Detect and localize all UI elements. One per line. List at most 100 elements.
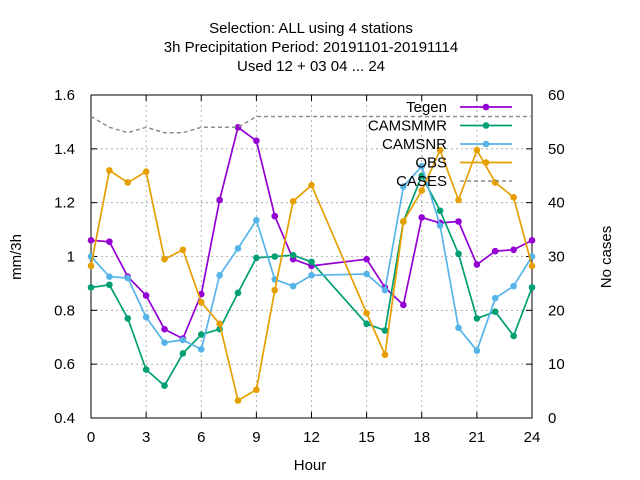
- data-point-camsnr: [436, 222, 444, 229]
- data-point-camsnr: [142, 313, 150, 321]
- series-line-cases: [90, 115, 532, 134]
- x-tick-label: 15: [358, 429, 375, 446]
- data-point-camsnr: [106, 273, 113, 280]
- data-point-obs: [161, 255, 168, 263]
- data-point-camsmmr: [455, 250, 462, 258]
- data-point-obs: [381, 351, 389, 359]
- data-point-tegen: [216, 196, 223, 204]
- data-point-tegen: [161, 325, 168, 333]
- y2-tick-label: 30: [548, 249, 565, 266]
- data-point-camsmmr: [234, 289, 242, 297]
- data-point-tegen: [253, 137, 260, 145]
- y2-tick-labels: 0 10 20 30 40 50 60: [548, 87, 565, 427]
- data-point-camsnr: [124, 274, 132, 282]
- data-point-obs: [197, 298, 205, 306]
- series-cases: [90, 115, 532, 134]
- data-point-obs: [106, 167, 113, 174]
- data-point-camsnr: [418, 163, 426, 170]
- data-point-camsmmr: [436, 207, 444, 215]
- legend: Tegen CAMSMMR CAMSNR OBS CASES: [368, 99, 512, 190]
- legend-label-camsmmr: CAMSMMR: [368, 118, 447, 135]
- data-point-camsmmr: [253, 254, 260, 262]
- series-line-camsnr: [90, 165, 533, 352]
- data-point-camsmmr: [308, 258, 315, 266]
- data-point-tegen: [142, 292, 150, 299]
- y-tick-label: 1.2: [54, 195, 75, 212]
- x-tick-label: 6: [197, 429, 205, 446]
- x-tick-label: 0: [87, 429, 95, 446]
- data-point-camsnr: [381, 286, 389, 294]
- y2-axis-label: No cases: [598, 226, 615, 289]
- x-tick-label: 12: [303, 429, 320, 446]
- data-point-obs: [491, 179, 499, 186]
- data-point-camsmmr: [142, 366, 150, 373]
- chart-title-line-2: 3h Precipitation Period: 20191101-201911…: [164, 39, 458, 56]
- x-axis-label: Hour: [294, 457, 327, 474]
- data-point-camsmmr: [491, 308, 499, 315]
- data-point-camsnr: [455, 324, 462, 332]
- data-point-obs: [216, 320, 223, 328]
- data-point-obs: [510, 193, 517, 201]
- data-point-obs: [308, 181, 315, 189]
- data-point-tegen: [106, 238, 113, 245]
- data-point-camsmmr: [106, 281, 113, 289]
- data-point-camsmmr: [197, 331, 205, 338]
- data-point-obs: [418, 187, 426, 194]
- x-tick-label: 18: [413, 429, 430, 446]
- data-point-tegen: [455, 218, 462, 225]
- data-point-obs: [436, 146, 444, 154]
- data-point-tegen: [491, 247, 499, 255]
- data-point-obs: [87, 262, 95, 270]
- y2-tick-label: 20: [548, 302, 565, 319]
- data-point-obs: [253, 386, 260, 394]
- data-point-tegen: [400, 301, 407, 309]
- data-point-camsnr: [363, 270, 370, 278]
- data-point-camsnr: [216, 272, 223, 279]
- y2-tick-label: 50: [548, 141, 565, 158]
- data-point-camsmmr: [271, 253, 279, 260]
- data-point-camsnr: [510, 282, 517, 290]
- legend-label-obs: OBS: [415, 155, 447, 172]
- series-obs: [87, 146, 536, 404]
- data-point-obs: [179, 246, 187, 254]
- data-point-camsmmr: [510, 332, 517, 340]
- y-tick-label: 0.6: [54, 356, 75, 373]
- series-lines: [87, 115, 536, 404]
- data-point-camsmmr: [528, 284, 536, 291]
- legend-marker-tegen: [482, 103, 490, 111]
- data-point-obs: [142, 168, 150, 176]
- data-point-camsnr: [491, 294, 499, 302]
- legend-label-camsnr: CAMSNR: [382, 136, 447, 153]
- data-point-tegen: [510, 246, 517, 254]
- data-point-camsmmr: [289, 251, 297, 259]
- y2-tick-label: 0: [548, 410, 556, 427]
- data-point-obs: [124, 179, 132, 186]
- data-point-obs: [528, 262, 536, 270]
- y-tick-label: 1.4: [54, 141, 75, 158]
- x-tick-label: 3: [142, 429, 150, 446]
- axis-ticks: [90, 94, 533, 419]
- x-tick-label: 24: [524, 429, 541, 446]
- chart-title-line-3: Used 12 + 03 04 ... 24: [237, 58, 385, 75]
- data-point-camsnr: [234, 245, 242, 252]
- data-point-tegen: [528, 237, 536, 244]
- data-point-camsmmr: [87, 284, 95, 291]
- data-point-camsnr: [253, 216, 260, 224]
- y-axis-label: mm/3h: [8, 234, 25, 280]
- data-point-obs: [234, 397, 242, 404]
- data-point-camsnr: [197, 346, 205, 353]
- legend-label-tegen: Tegen: [406, 99, 447, 116]
- data-point-obs: [289, 198, 297, 205]
- data-point-tegen: [473, 261, 481, 268]
- data-point-obs: [271, 286, 279, 294]
- data-point-camsmmr: [473, 315, 481, 322]
- data-point-camsnr: [473, 347, 481, 355]
- legend-marker-obs: [482, 159, 490, 166]
- data-point-tegen: [87, 237, 95, 244]
- y-tick-label: 0.8: [54, 302, 75, 319]
- y2-tick-label: 10: [548, 356, 565, 373]
- data-point-obs: [363, 309, 370, 317]
- y-tick-label: 0.4: [54, 410, 75, 427]
- data-point-camsnr: [179, 336, 187, 344]
